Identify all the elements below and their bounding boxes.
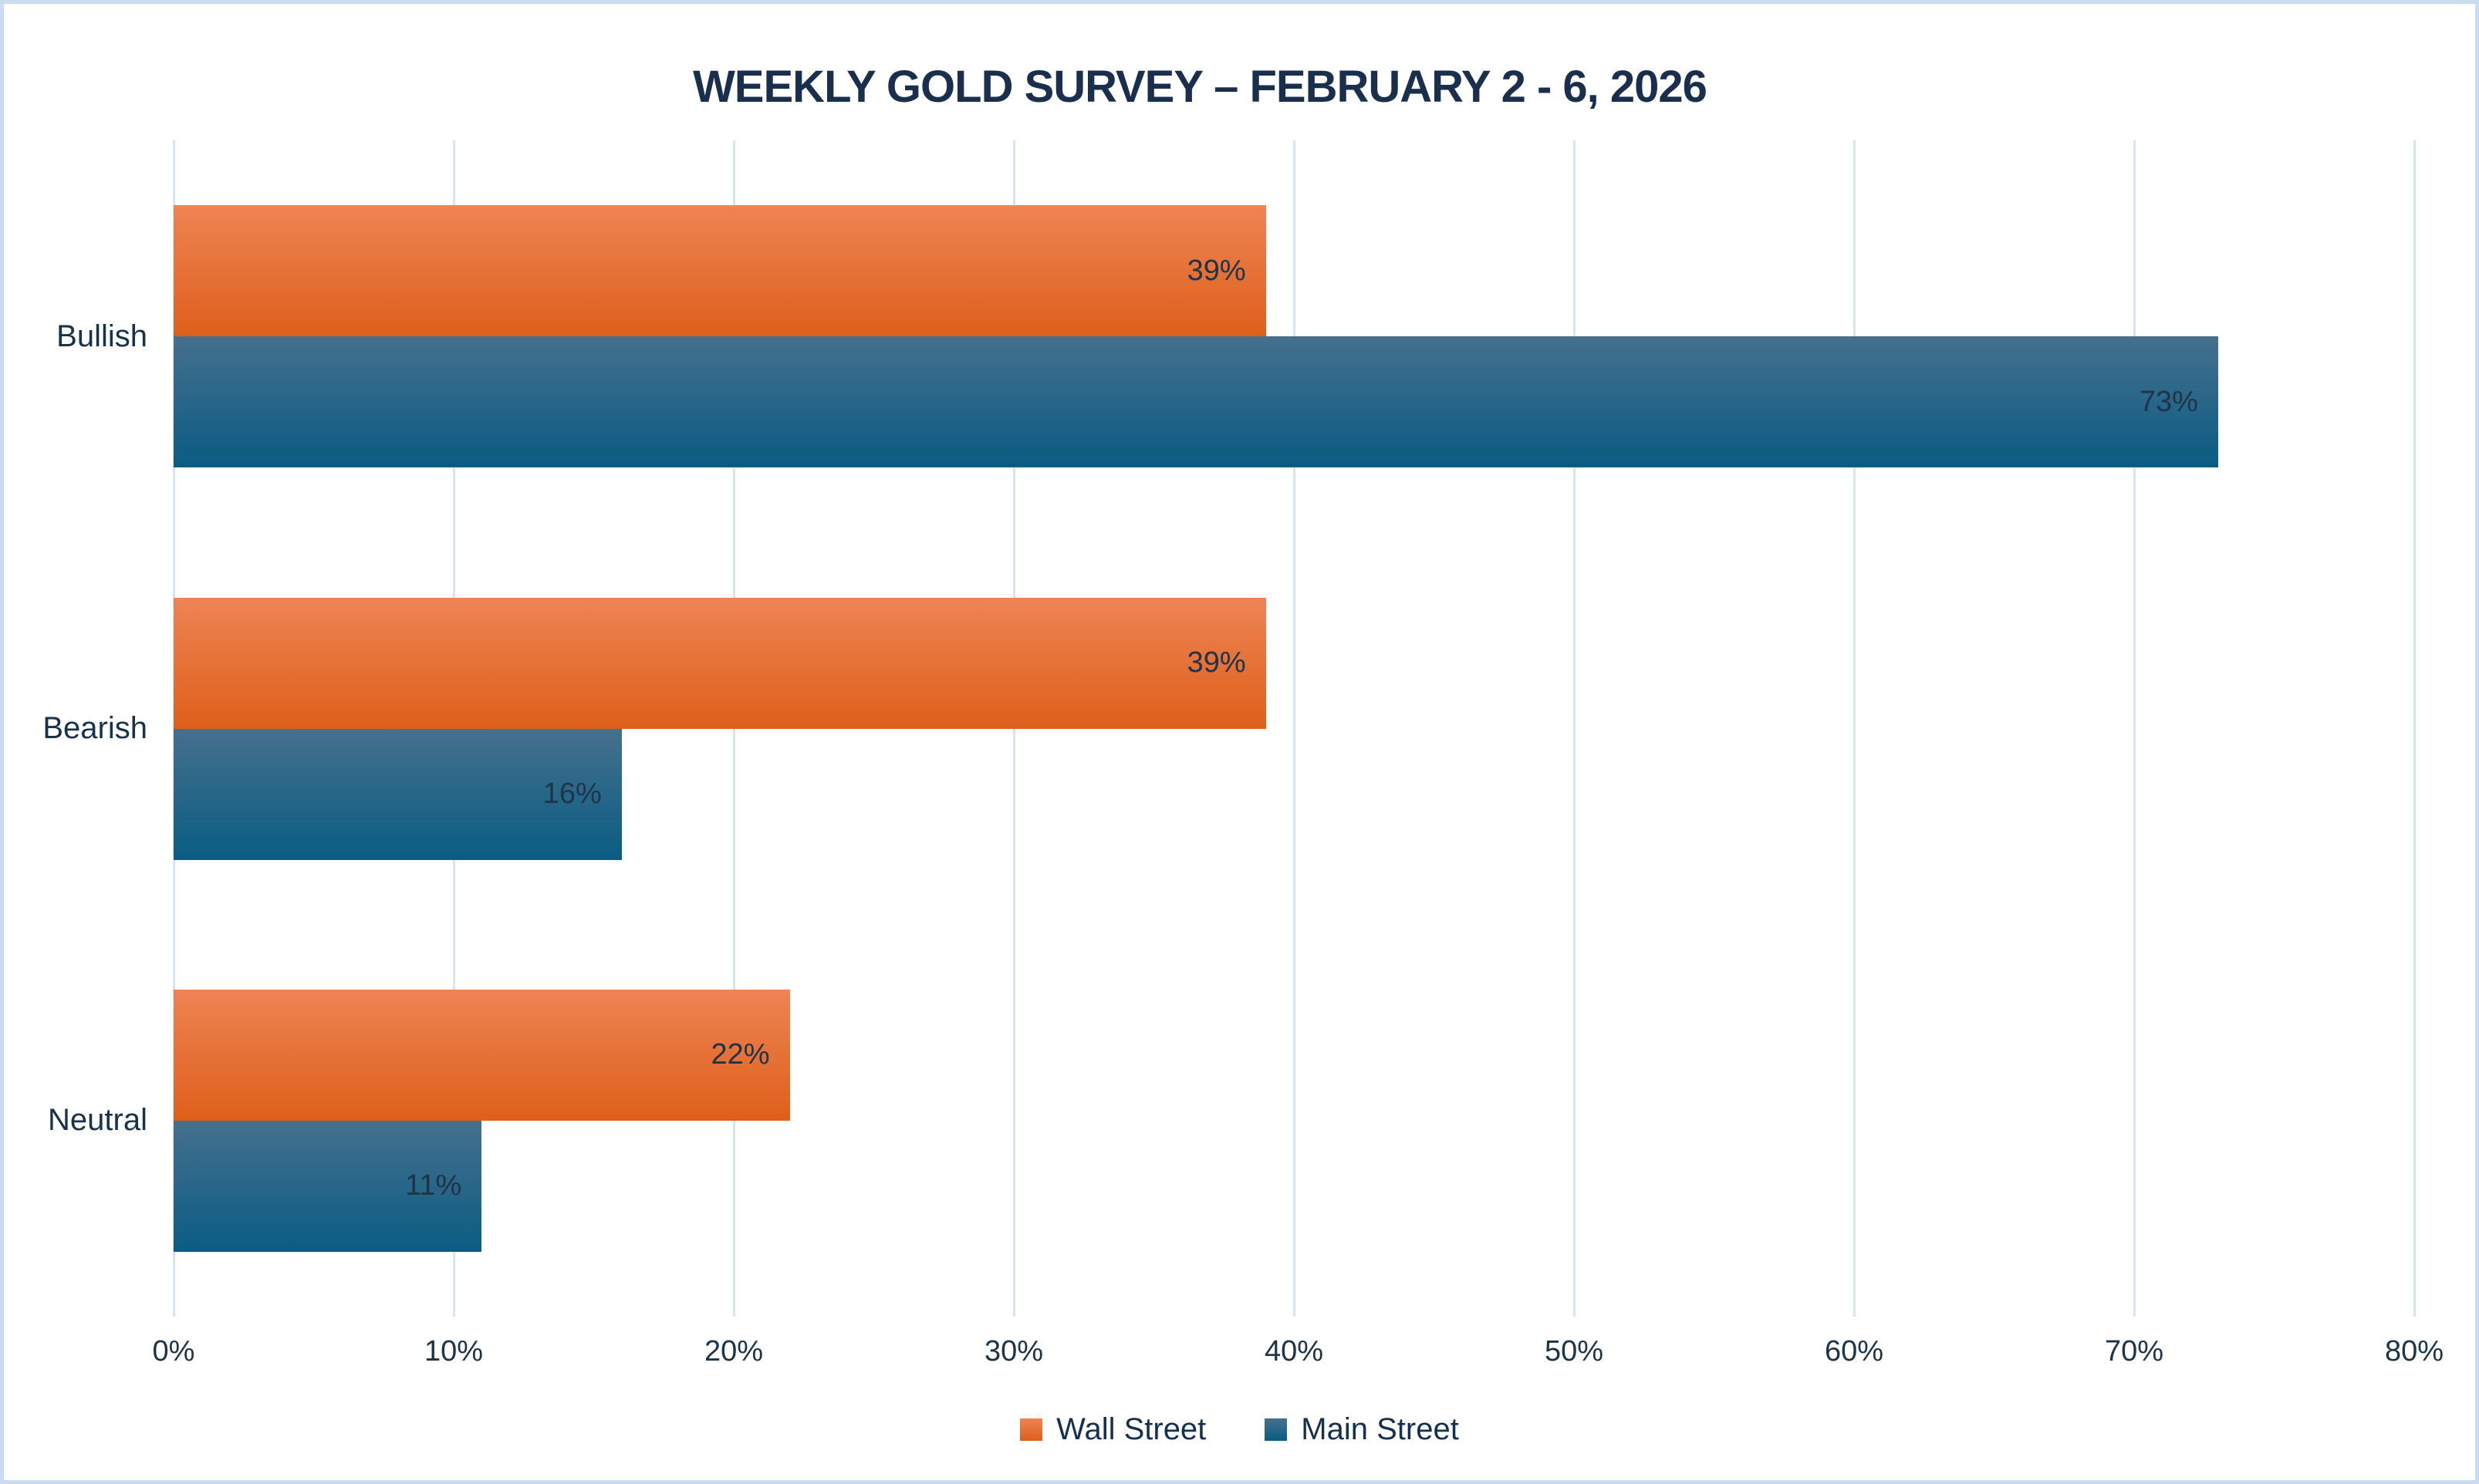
x-axis-tick-label: 50% bbox=[1544, 1335, 1604, 1368]
legend: Wall Street Main Street bbox=[4, 1412, 2475, 1447]
main-street-swatch-icon bbox=[1265, 1418, 1288, 1441]
legend-label-wall-street: Wall Street bbox=[1056, 1412, 1207, 1446]
x-axis-tick-label: 10% bbox=[424, 1335, 484, 1368]
category-label-bullish: Bullish bbox=[56, 319, 147, 353]
category-label-bearish: Bearish bbox=[42, 710, 147, 745]
gridline bbox=[2133, 140, 2136, 1317]
bar-value-label: 16% bbox=[542, 777, 602, 810]
x-axis-tick-label: 30% bbox=[984, 1335, 1044, 1368]
bar-wall-street-bearish: 39% bbox=[174, 597, 1266, 729]
plot-area: 39% 73% 39% 16% 22% 11% bbox=[173, 140, 2416, 1317]
bar-wall-street-neutral: 22% bbox=[174, 989, 790, 1121]
x-axis-tick-label: 80% bbox=[2384, 1335, 2444, 1368]
gridline bbox=[733, 140, 735, 1317]
chart-title: WEEKLY GOLD SURVEY – FEBRUARY 2 - 6, 202… bbox=[693, 62, 1707, 112]
gridline bbox=[1013, 140, 1015, 1317]
wall-street-swatch-icon bbox=[1020, 1418, 1043, 1441]
bar-main-street-bullish: 73% bbox=[174, 336, 2218, 468]
gridline bbox=[1853, 140, 1856, 1317]
x-axis-tick-label: 40% bbox=[1264, 1335, 1324, 1368]
x-axis-tick-label: 20% bbox=[704, 1335, 764, 1368]
gridline bbox=[2413, 140, 2416, 1317]
legend-item-main-street: Main Street bbox=[1265, 1412, 1459, 1447]
bar-value-label: 39% bbox=[1187, 646, 1246, 679]
gridline bbox=[1573, 140, 1576, 1317]
category-label-neutral: Neutral bbox=[48, 1103, 147, 1138]
x-axis-tick-label: 60% bbox=[1824, 1335, 1884, 1368]
gridline bbox=[1293, 140, 1295, 1317]
x-axis-tick-label: 70% bbox=[2104, 1335, 2164, 1368]
bar-wall-street-bullish: 39% bbox=[174, 205, 1266, 337]
legend-item-wall-street: Wall Street bbox=[1020, 1412, 1206, 1447]
bar-value-label: 22% bbox=[711, 1038, 770, 1071]
bar-value-label: 39% bbox=[1187, 254, 1246, 287]
bar-value-label: 11% bbox=[405, 1169, 462, 1202]
bar-main-street-neutral: 11% bbox=[174, 1120, 482, 1252]
bar-main-street-bearish: 16% bbox=[174, 728, 622, 860]
bar-value-label: 73% bbox=[2139, 385, 2198, 418]
legend-label-main-street: Main Street bbox=[1301, 1412, 1459, 1446]
x-axis-tick-label: 0% bbox=[152, 1335, 195, 1368]
